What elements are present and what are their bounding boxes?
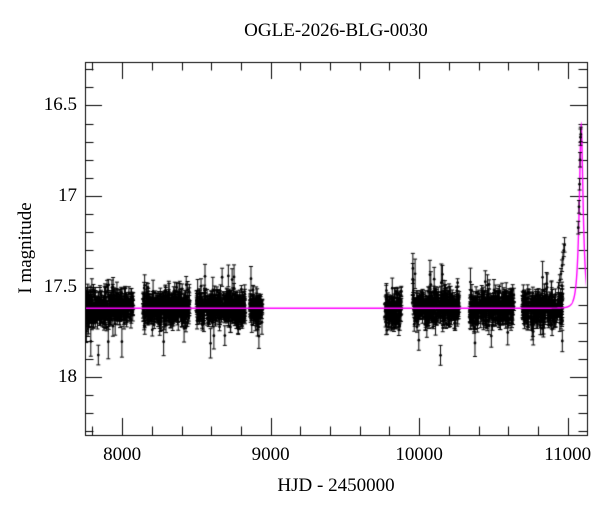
x-tick-label-10000: 10000 [395,444,443,465]
x-tick-label-11000: 11000 [544,444,592,465]
y-tick-label-17.5: 17.5 [43,275,77,297]
y-tick-label-18: 18 [58,366,77,388]
y-tick-label-17: 17 [58,184,77,206]
chart-title: OGLE-2026-BLG-0030 [244,20,428,41]
y-tick-label-16.5: 16.5 [43,94,77,116]
x-tick-label-8000: 8000 [103,444,142,465]
x-axis-title: HJD - 2450000 [277,475,395,496]
x-tick-label-9000: 9000 [251,444,290,465]
